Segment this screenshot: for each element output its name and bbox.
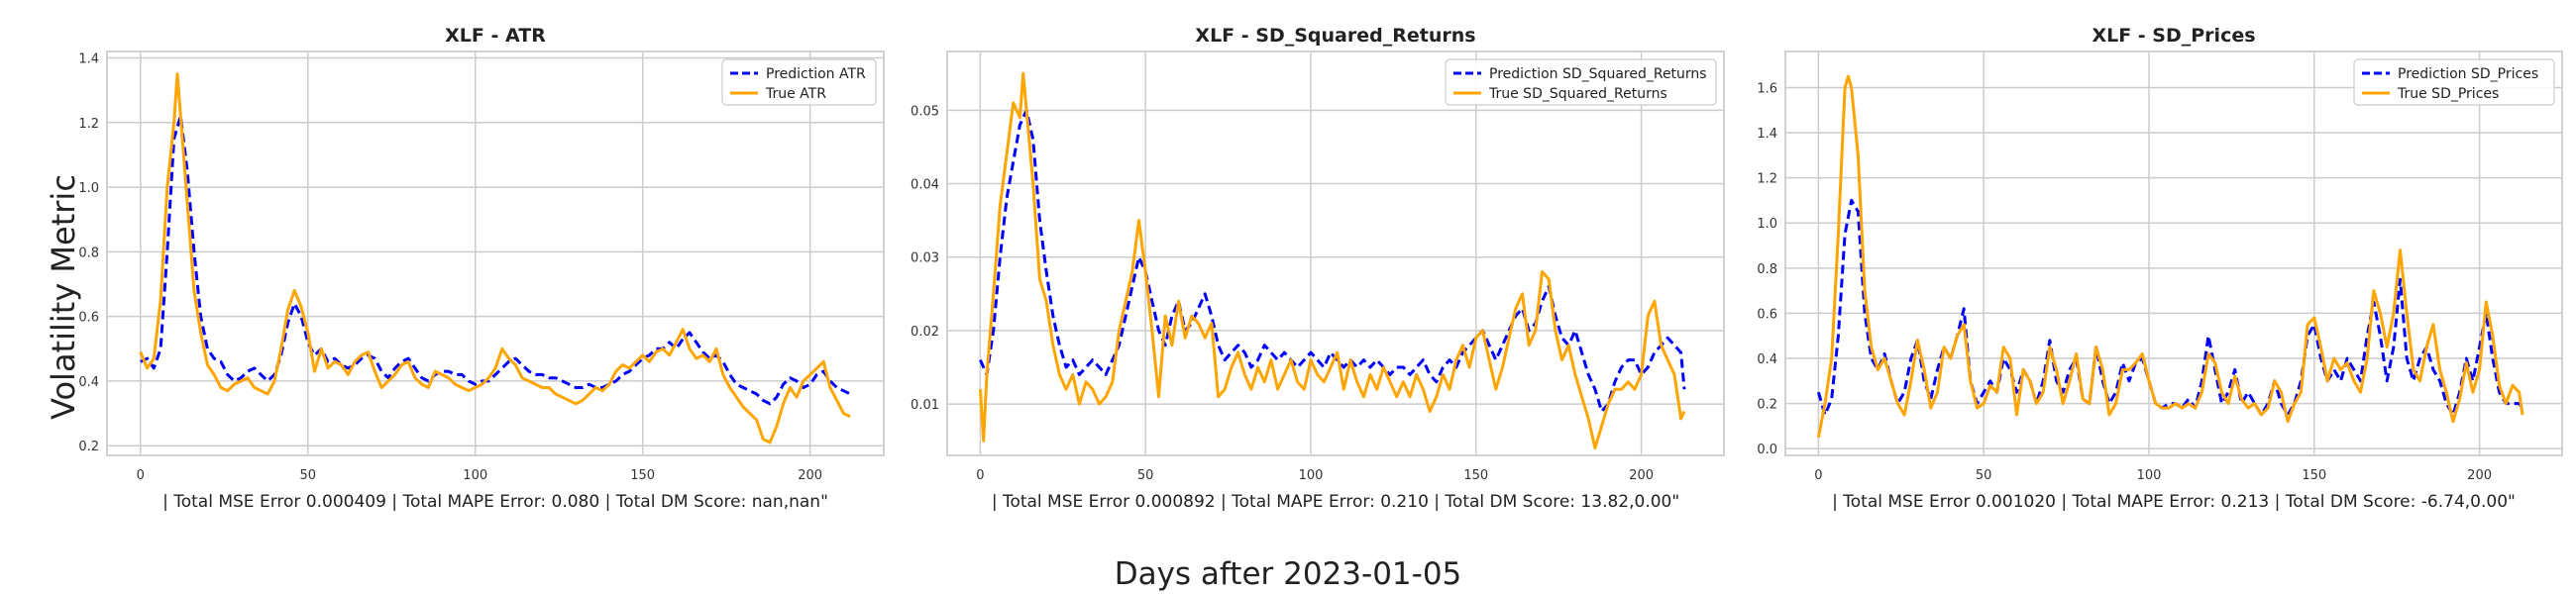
- y-tick-label: 1.4: [78, 52, 99, 67]
- legend-label: True SD_Prices: [2397, 86, 2499, 102]
- x-axis-label: | Total MSE Error 0.000409 | Total MAPE …: [162, 492, 828, 512]
- x-tick-label: 150: [630, 468, 655, 483]
- series-line-true: [1816, 74, 2524, 439]
- y-tick-label: 0.4: [78, 375, 99, 390]
- series-line-true: [139, 72, 851, 445]
- chart-title: XLF - ATR: [445, 25, 546, 47]
- chart-title: XLF - SD_Squared_Returns: [1195, 25, 1475, 47]
- x-tick-label: 100: [1299, 468, 1324, 483]
- legend-label: Prediction SD_Prices: [2398, 66, 2538, 82]
- plot-frame: [946, 50, 1725, 456]
- x-tick-label: 200: [1629, 468, 1654, 483]
- x-tick-label: 0: [137, 468, 145, 483]
- y-tick-label: 0.01: [911, 398, 939, 413]
- y-tick-label: 1.0: [78, 181, 99, 196]
- legend-box: [721, 58, 877, 106]
- x-tick-label: 200: [798, 468, 822, 483]
- y-tick-label: 0.6: [1757, 307, 1777, 322]
- x-tick-label: 200: [2467, 468, 2492, 483]
- legend-box: [1445, 58, 1717, 106]
- y-axis-label: Volatility Metric: [45, 174, 82, 420]
- legend: Prediction SD_Prices True SD_Prices: [2353, 58, 2555, 106]
- series-line-prediction: [1816, 198, 2524, 417]
- x-tick-label: 0: [976, 468, 984, 483]
- plot-frame: [1784, 50, 2563, 456]
- y-tick-label: 1.0: [1757, 217, 1777, 232]
- y-tick-label: 0.04: [911, 178, 939, 193]
- y-tick-label: 1.2: [78, 117, 99, 132]
- x-tick-label: 150: [2302, 468, 2326, 483]
- chart-panel-2: 0 50 100 150 200 0.01 0.02 0.03 0.04 0.05 XLF - SD…: [911, 25, 1725, 512]
- chart-panel-1: 0 50 100 150 200 0.2 0.4 0.6 0.8 1.0 1.2 1.4 XLF - A…: [78, 25, 885, 512]
- y-tick-label: 0.2: [1757, 398, 1777, 413]
- x-tick-label: 0: [1814, 468, 1822, 483]
- legend-label: True ATR: [765, 86, 826, 102]
- y-tick-label: 0.8: [78, 246, 99, 260]
- x-tick-label: 50: [299, 468, 316, 483]
- y-tick-label: 0.03: [911, 251, 939, 266]
- legend: Prediction ATR True ATR: [721, 58, 877, 106]
- legend-label: Prediction SD_Squared_Returns: [1489, 66, 1707, 82]
- y-tick-label: 0.2: [78, 440, 99, 454]
- legend-label: Prediction ATR: [766, 66, 866, 82]
- y-tick-label: 0.0: [1757, 443, 1777, 457]
- plot-frame: [106, 50, 885, 456]
- series-line-prediction: [140, 114, 851, 406]
- series-line-true: [978, 71, 1686, 450]
- series-line-prediction: [979, 108, 1686, 413]
- x-axis-label: | Total MSE Error 0.001020 | Total MAPE …: [1832, 492, 2516, 512]
- x-tick-label: 100: [2137, 468, 2162, 483]
- x-tick-label: 50: [1137, 468, 1154, 483]
- y-tick-label: 1.4: [1757, 127, 1777, 142]
- y-tick-label: 0.05: [911, 104, 939, 119]
- y-tick-label: 1.2: [1757, 172, 1777, 187]
- y-tick-label: 0.6: [78, 311, 99, 326]
- legend-label: True SD_Squared_Returns: [1488, 86, 1667, 102]
- figure-x-label: Days after 2023-01-05: [1115, 556, 1462, 592]
- chart-panel-3: 0 50 100 150 200 0.0 0.2 0.4 0.6 0.8 1.0 1.2 1.4 1.6 X…: [1757, 25, 2563, 512]
- x-tick-label: 50: [1976, 468, 1992, 483]
- y-tick-label: 0.02: [911, 325, 939, 340]
- chart-title: XLF - SD_Prices: [2092, 25, 2255, 47]
- x-axis-label: | Total MSE Error 0.000892 | Total MAPE …: [992, 492, 1679, 512]
- y-tick-label: 0.8: [1757, 262, 1777, 277]
- y-tick-label: 0.4: [1757, 352, 1777, 367]
- x-tick-label: 150: [1463, 468, 1488, 483]
- y-tick-label: 1.6: [1757, 81, 1777, 96]
- legend-box: [2353, 58, 2555, 106]
- legend: Prediction SD_Squared_Returns True SD_Squ…: [1445, 58, 1717, 106]
- x-tick-label: 100: [463, 468, 487, 483]
